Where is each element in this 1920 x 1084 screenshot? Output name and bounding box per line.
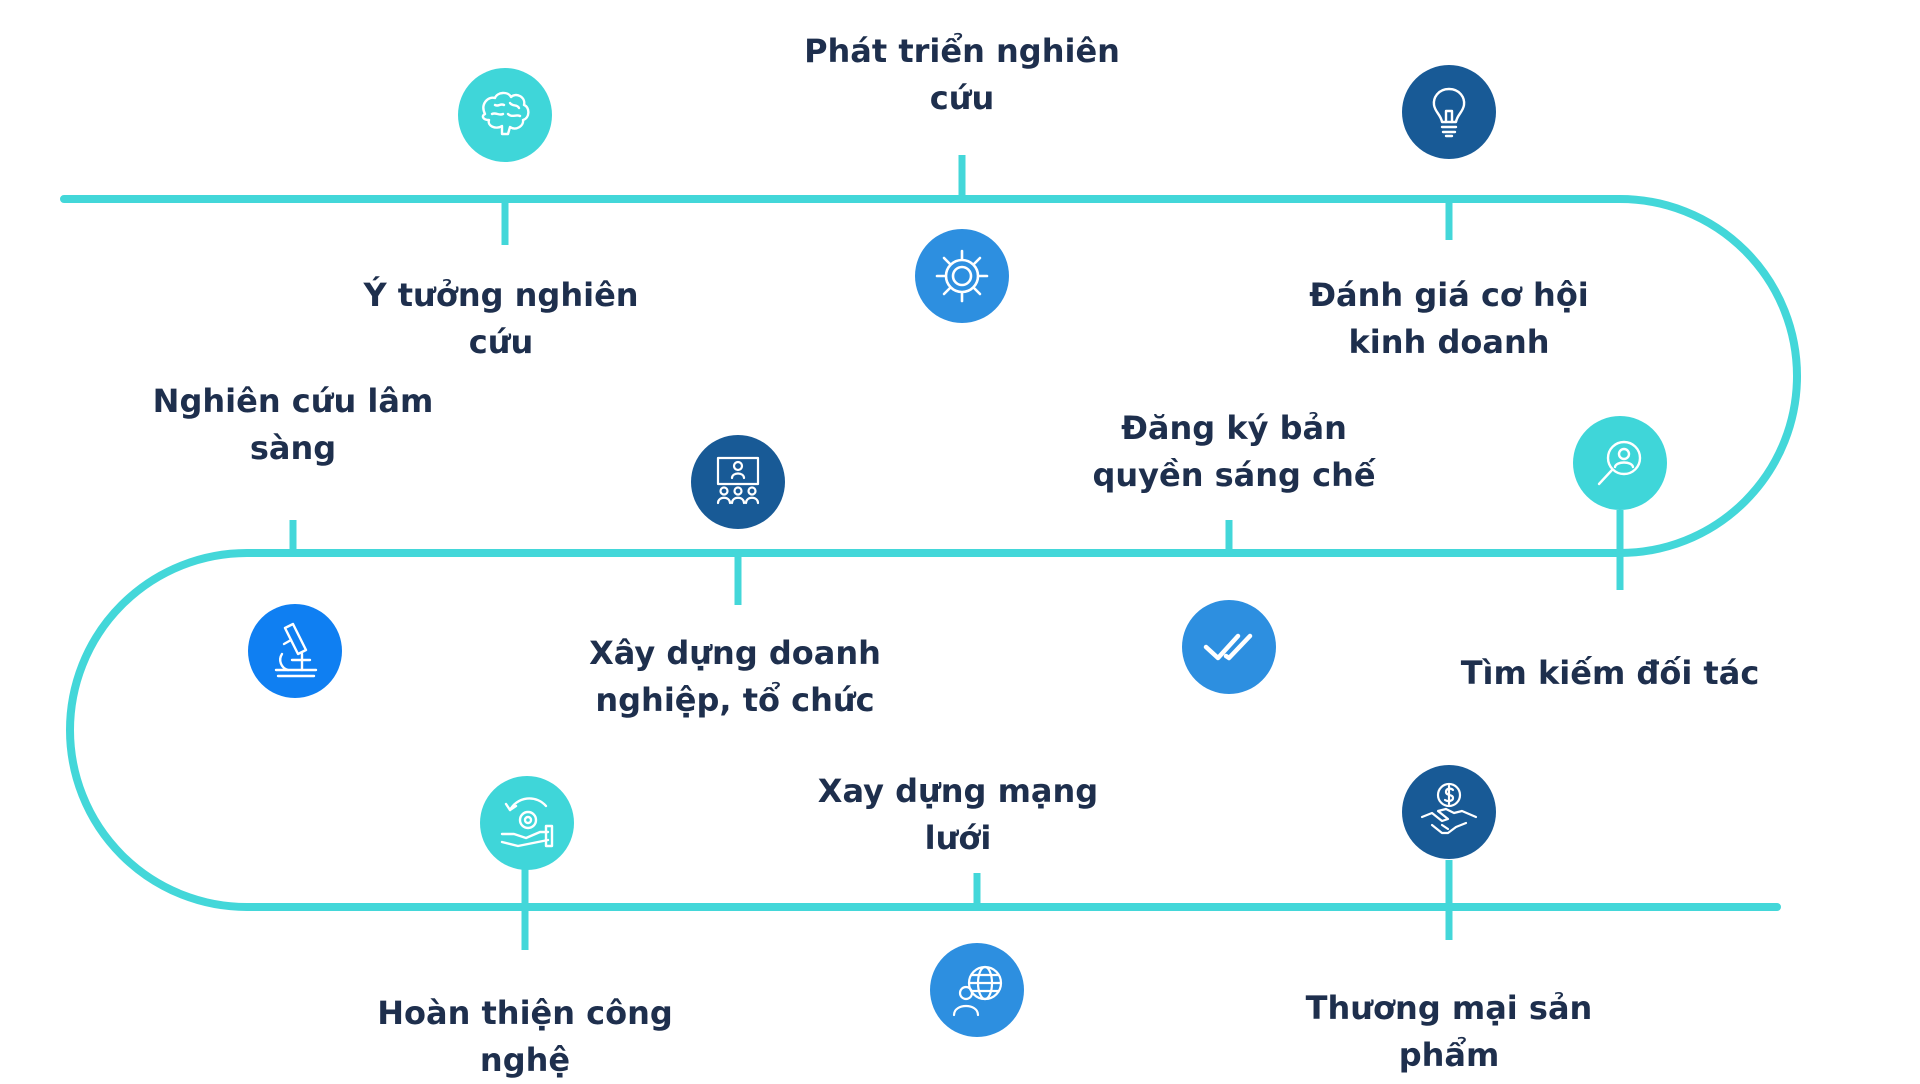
brain-icon: [458, 68, 552, 162]
magnifier-person-icon: [1573, 416, 1667, 510]
step-label-2: Phát triển nghiên cứu: [804, 32, 1120, 117]
step-label-5: Đăng ký bản quyền sáng chế: [1092, 409, 1376, 494]
step-label-7: Nghiên cứu lâm sàng: [152, 382, 434, 467]
step-label-3: Đánh giá cơ hội kinh doanh: [1309, 276, 1589, 361]
step-label-10: Thương mại sản phẩm: [1305, 989, 1593, 1074]
road-path: [60, 195, 1801, 911]
step-label-1: Ý tưởng nghiên cứu: [363, 276, 639, 361]
microscope-icon: [248, 604, 342, 698]
presentation-team-icon: [691, 435, 785, 529]
handshake-dollar-icon: [1402, 765, 1496, 859]
person-globe-icon: [930, 943, 1024, 1037]
step-label-8: Hoàn thiện công nghệ: [377, 994, 673, 1079]
step-label-4: Tìm kiếm đối tác: [1460, 654, 1760, 692]
hand-gear-icon: [480, 776, 574, 870]
milestone-ticks: [289, 155, 1624, 950]
double-check-icon: [1182, 600, 1276, 694]
step-label-9: Xay dựng mạng lưới: [817, 772, 1099, 857]
gear-icon: [915, 229, 1009, 323]
lightbulb-icon: [1402, 65, 1496, 159]
step-label-6: Xây dựng doanh nghiệp, tổ chức: [589, 634, 881, 719]
